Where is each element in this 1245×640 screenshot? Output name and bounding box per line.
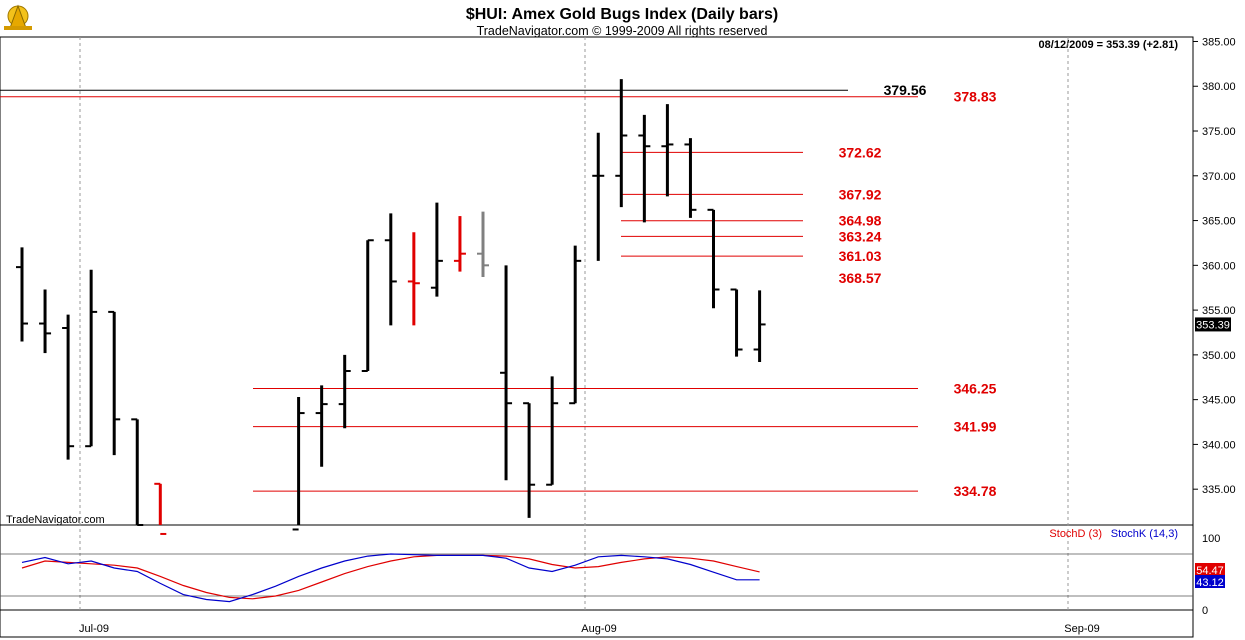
ohlc-bar (131, 418, 144, 526)
x-tick-label: Aug-09 (581, 623, 616, 635)
level-label: 372.62 (839, 144, 882, 160)
stoch-series-line (21, 554, 760, 600)
chart-subtitle: TradeNavigator.com © 1999-2009 All right… (477, 24, 768, 38)
ohlc-bar (453, 216, 466, 272)
level-label: 346.25 (954, 380, 997, 396)
ohlc-bar (39, 289, 52, 354)
ohlc-bar (361, 239, 374, 372)
ohlc-bar (707, 208, 720, 309)
ohlc-bar (338, 354, 351, 429)
stoch-series-line (21, 553, 760, 603)
ohlc-bar (16, 247, 28, 342)
y-tick-label: 350.00 (1202, 350, 1236, 362)
ohlc-bar (292, 396, 305, 531)
stoch-last-value-box (1195, 575, 1225, 588)
ohlc-bar (546, 376, 559, 486)
y-tick-label: 380.00 (1202, 81, 1236, 93)
ohlc-bar (730, 288, 743, 357)
ohlc-bar (592, 132, 605, 261)
stoch-y-tick-label: 0 (1202, 605, 1208, 617)
price-readout: 08/12/2009 = 353.39 (+2.81) (1039, 39, 1179, 51)
level-label: 341.99 (954, 419, 997, 435)
stoch-last-value-box (1195, 563, 1225, 576)
watermark: TradeNavigator.com (6, 514, 105, 526)
price-panel-frame (0, 36, 1194, 638)
y-tick-label: 385.00 (1202, 36, 1236, 48)
level-label: 368.57 (839, 270, 882, 286)
ohlc-bar (108, 310, 121, 456)
ohlc-bar (615, 79, 628, 208)
ohlc-bar (62, 314, 75, 460)
y-tick-label: 345.00 (1202, 395, 1236, 407)
level-label: 363.24 (839, 228, 882, 244)
ohlc-bar (154, 482, 167, 535)
legend-stochk: StochK (14,3) (1111, 528, 1178, 540)
ohlc-bar (85, 269, 98, 448)
level-label: 378.83 (954, 89, 997, 105)
stoch-last-value-label: 43.12 (1196, 577, 1224, 589)
level-label: 334.78 (954, 483, 997, 499)
ohlc-bar (569, 245, 582, 405)
y-tick-label: 365.00 (1202, 216, 1236, 228)
x-tick-label: Jul-09 (79, 623, 109, 635)
y-tick-label: 375.00 (1202, 126, 1236, 138)
ohlc-bar (384, 213, 397, 326)
y-tick-label: 360.00 (1202, 260, 1236, 272)
ohlc-bar (315, 385, 328, 467)
x-tick-label: Sep-09 (1064, 623, 1099, 635)
last-value-box (1195, 317, 1231, 332)
y-tick-label: 370.00 (1202, 171, 1236, 183)
ohlc-bar (661, 104, 674, 197)
stoch-y-tick-label: 100 (1202, 533, 1220, 545)
y-tick-label: 340.00 (1202, 439, 1236, 451)
level-label: 367.92 (839, 186, 882, 202)
ohlc-bar (684, 138, 697, 218)
chart-title: $HUI: Amex Gold Bugs Index (Daily bars) (466, 6, 778, 23)
trade-navigator-logo-icon (4, 4, 32, 30)
ohlc-bar (430, 202, 443, 297)
stoch-last-value-label: 54.47 (1196, 565, 1224, 577)
level-label: 379.56 (884, 82, 927, 98)
ohlc-bar (523, 402, 536, 518)
y-tick-label: 355.00 (1202, 305, 1236, 317)
ohlc-bar (477, 211, 489, 277)
y-tick-label: 335.00 (1202, 484, 1236, 496)
level-label: 361.03 (839, 248, 882, 264)
last-value-label: 353.39 (1196, 319, 1230, 331)
level-label: 364.98 (839, 213, 882, 229)
legend-stochd: StochD (3) (1049, 528, 1102, 540)
ohlc-bar (638, 114, 651, 223)
ohlc-bar (753, 290, 766, 363)
ohlc-bar (500, 265, 513, 481)
ohlc-bar (407, 232, 420, 326)
